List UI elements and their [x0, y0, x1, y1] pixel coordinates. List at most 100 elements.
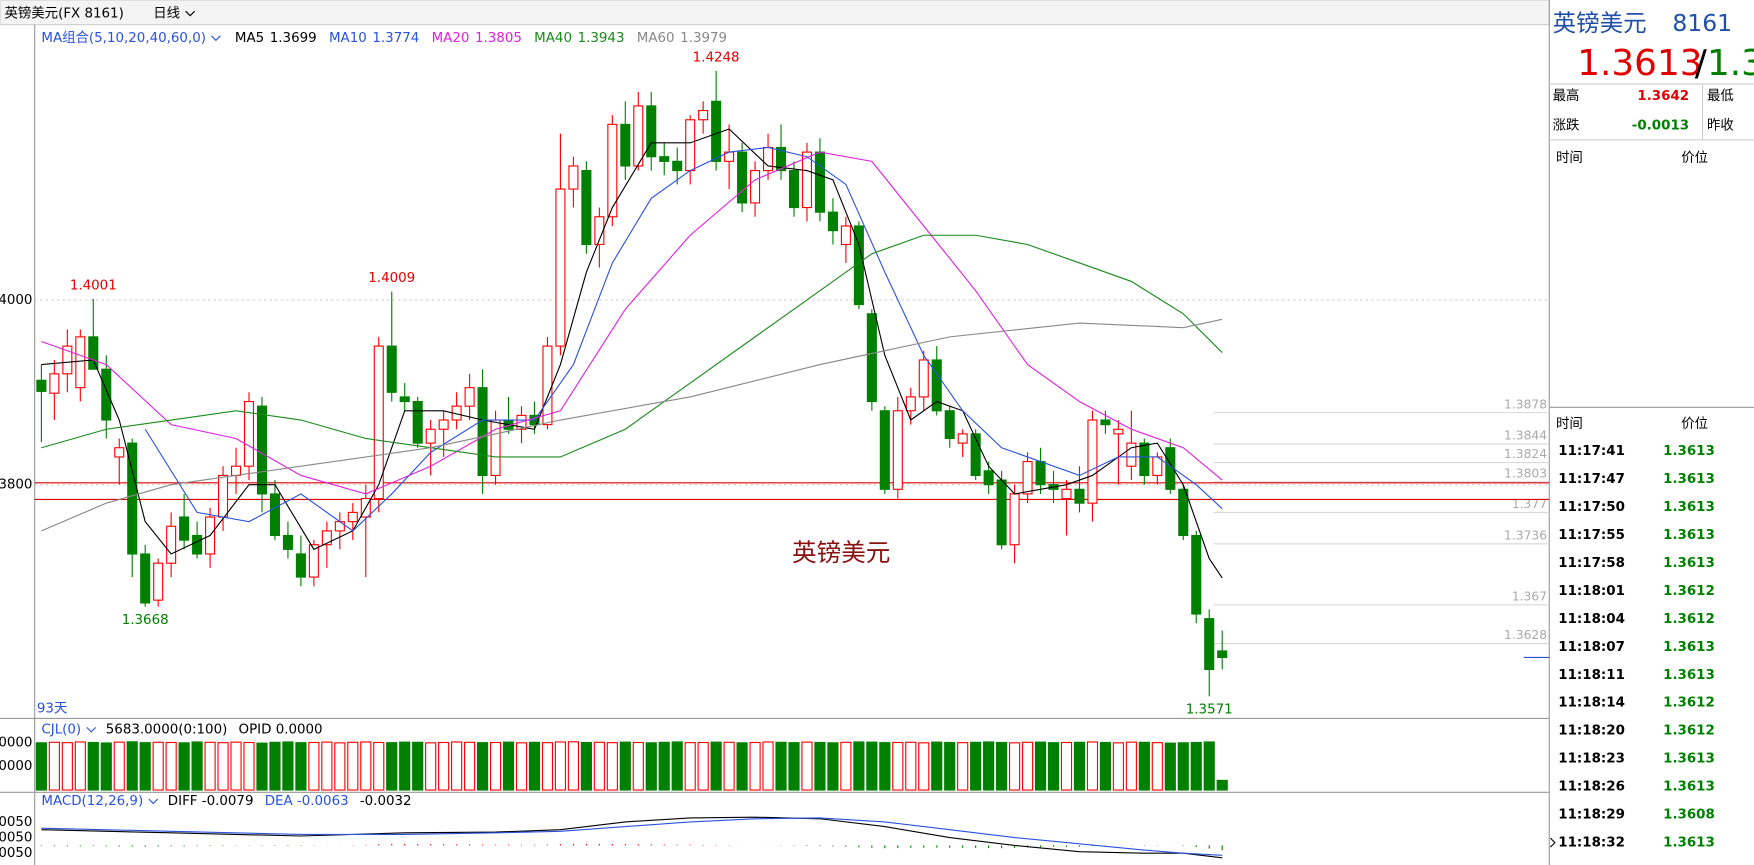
volume-bar — [87, 741, 99, 791]
y-tick-label: 0050 — [0, 846, 32, 861]
volume-legend: 5683.0000(0:100) — [106, 723, 228, 738]
volume-bar — [1099, 741, 1112, 791]
watermark: 英镑美元 — [792, 538, 890, 567]
candle-body — [75, 336, 86, 389]
macd-line — [41, 817, 1223, 856]
volume-bar — [827, 742, 839, 791]
candle-body — [763, 146, 774, 172]
period[interactable]: 日线 — [153, 5, 180, 21]
volume-bar — [567, 741, 579, 791]
legend-value: 1.3774 — [372, 31, 419, 46]
candle-body — [814, 151, 825, 213]
pointer — [1550, 837, 1556, 848]
volume-bar — [489, 741, 502, 791]
candle-body — [1009, 493, 1020, 546]
volume-bar — [1086, 741, 1099, 791]
candle-body — [412, 400, 423, 444]
volume-bar — [74, 741, 86, 791]
tick-price: 1.3613 — [1663, 668, 1715, 683]
volume-bar — [61, 742, 73, 791]
volume-bar — [256, 742, 268, 791]
candle-body — [1217, 650, 1228, 658]
volume-bar — [554, 741, 567, 791]
quote-price: 1.3613 — [1577, 43, 1702, 84]
candle-body — [750, 170, 761, 204]
candle-body — [944, 410, 955, 440]
volume-bar — [684, 742, 696, 791]
volume-bar — [892, 741, 904, 791]
volume-bar — [1164, 742, 1176, 791]
volume-bar — [840, 741, 852, 791]
candle-body — [438, 419, 449, 430]
volume-bar — [1138, 741, 1150, 791]
legend-value: 1.3979 — [680, 31, 727, 46]
ma-group[interactable]: MA组合(5,10,20,40,60,0) — [41, 30, 206, 46]
volume-bar — [321, 741, 333, 791]
candle-body — [931, 359, 942, 412]
volume-bar — [749, 741, 761, 791]
ma-line — [41, 128, 1223, 579]
label: 涨跌 — [1553, 117, 1580, 133]
candle-body — [840, 225, 851, 246]
candle-body — [179, 516, 190, 541]
candle-body — [321, 530, 332, 546]
candle-body — [140, 553, 151, 604]
candle-body — [775, 146, 787, 172]
tick-price: 1.3612 — [1663, 584, 1715, 599]
legend-value: 1.3805 — [475, 31, 522, 46]
quote-sep: / — [1695, 43, 1708, 84]
volume-bar — [1021, 741, 1034, 791]
legend-value: 1.3943 — [578, 31, 625, 46]
y-tick-label: 0050 — [0, 831, 32, 846]
volume-bar — [399, 741, 411, 791]
candle-body — [542, 345, 553, 426]
candle-body — [243, 400, 255, 467]
tick-time: 11:17:58 — [1558, 556, 1625, 571]
volume-bar — [295, 742, 307, 791]
label: 昨收 — [1707, 117, 1734, 133]
volume-bar — [580, 741, 592, 791]
extreme-label: 1.4248 — [693, 50, 740, 65]
y-tick-label: .0000 — [0, 735, 32, 750]
quote-name: 英镑美元 — [1553, 9, 1647, 37]
price-level-label: 1.3878 — [1504, 397, 1547, 411]
candle-body — [477, 387, 488, 477]
volume-bar — [308, 741, 320, 791]
candle-body — [1087, 419, 1098, 504]
candle-body — [230, 465, 242, 477]
header: 时间 — [1556, 416, 1583, 432]
volume-bar — [541, 742, 554, 791]
tick-price: 1.3613 — [1663, 444, 1715, 459]
volume-legend: OPID 0.0000 — [239, 723, 323, 738]
chevron — [148, 798, 159, 805]
tick-time: 11:17:41 — [1558, 444, 1625, 459]
price-level-label: 1.3824 — [1504, 447, 1547, 461]
chevron — [185, 10, 196, 17]
volume-bar — [736, 742, 748, 791]
candle-body — [620, 123, 631, 167]
tick-price: 1.3612 — [1663, 612, 1715, 627]
candle-body — [256, 405, 268, 495]
tick-time: 11:18:32 — [1558, 836, 1625, 851]
ma-line — [41, 318, 1223, 532]
volume-bar — [879, 742, 891, 791]
price-level-label: 1.3803 — [1504, 467, 1547, 481]
macd-legend: DEA -0.0063 — [265, 794, 349, 809]
candle-body — [88, 336, 99, 370]
legend-name: MA5 — [235, 31, 264, 46]
candle-body — [166, 525, 177, 564]
volume-bar — [944, 741, 956, 791]
volume-bar — [723, 741, 735, 791]
volume-bar — [1073, 741, 1086, 791]
tick-price: 1.3613 — [1663, 752, 1715, 767]
volume-bar — [645, 742, 657, 791]
candle-body — [49, 373, 60, 394]
volume-bar — [515, 742, 528, 791]
candle-body — [685, 119, 696, 172]
candle-body — [788, 170, 800, 209]
volume-bar — [48, 741, 60, 791]
volume-bar — [788, 742, 800, 791]
candle-body — [1100, 419, 1111, 426]
macd-legend: MACD(12,26,9) — [41, 794, 143, 809]
